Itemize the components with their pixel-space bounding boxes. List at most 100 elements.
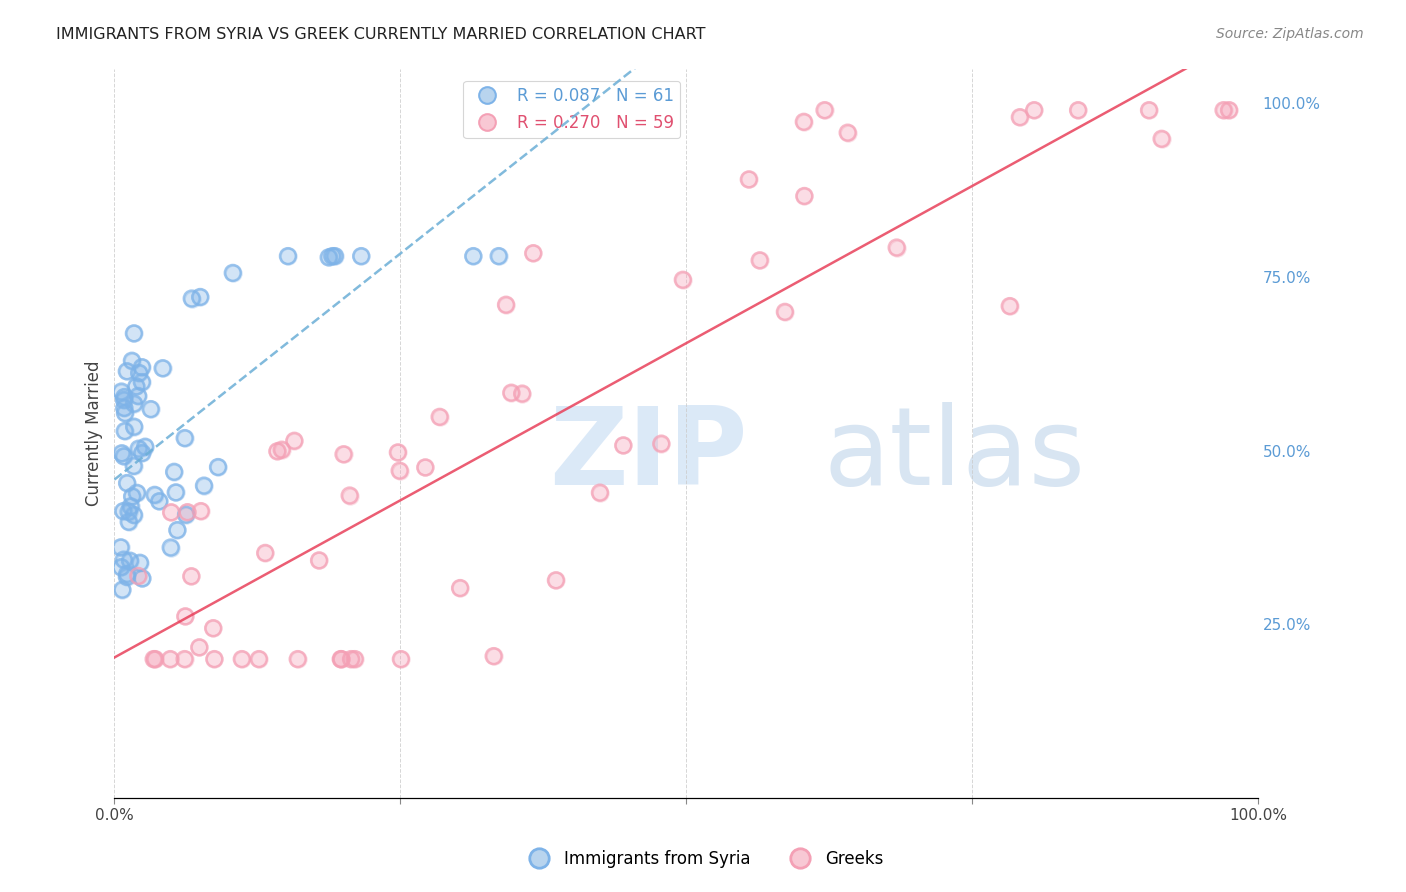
Point [650,436,672,450]
Point [340,652,363,666]
Point [1150,132,1173,146]
Point [111,582,134,597]
Point [1218,103,1240,118]
Point [114,406,136,420]
Point [118,554,141,568]
Point [110,541,132,555]
Point [173,652,195,666]
Point [128,442,150,456]
Text: atlas: atlas [824,402,1085,508]
Point [231,652,253,666]
Point [122,458,145,473]
Point [129,556,152,570]
Point [120,500,142,514]
Point [207,460,229,475]
Point [207,460,229,475]
Point [111,582,134,597]
Point [308,553,330,567]
Point [110,541,132,555]
Point [127,389,149,403]
Point [174,609,197,624]
Point [122,419,145,434]
Point [482,649,505,664]
Point [522,246,544,260]
Point [501,385,523,400]
Point [142,652,165,666]
Point [131,375,153,389]
Point [321,249,343,263]
Point [143,488,166,502]
Point [287,652,309,666]
Point [650,436,672,450]
Point [112,390,135,404]
Point [115,475,138,490]
Point [188,290,211,304]
Point [266,444,288,458]
Point [1067,103,1090,118]
Point [159,652,181,666]
Point [112,392,135,407]
Point [110,560,132,574]
Point [121,353,143,368]
Point [612,438,634,452]
Point [277,249,299,263]
Point [110,384,132,399]
Point [131,446,153,460]
Point [128,442,150,456]
Point [112,392,135,407]
Point [188,640,211,655]
Point [114,424,136,438]
Point [122,419,145,434]
Point [163,465,186,479]
Point [131,360,153,375]
Point [112,552,135,566]
Point [188,290,211,304]
Point [129,556,152,570]
Point [332,447,354,461]
Point [463,249,485,263]
Point [174,508,197,522]
Point [166,523,188,537]
Point [127,389,149,403]
Point [270,442,292,457]
Point [340,652,363,666]
Point [589,485,612,500]
Point [544,574,567,588]
Point [131,572,153,586]
Point [180,292,202,306]
Point [125,379,148,393]
Point [166,523,188,537]
Point [112,401,135,415]
Point [152,361,174,376]
Point [283,434,305,448]
Legend: R = 0.087   N = 61, R = 0.270   N = 59: R = 0.087 N = 61, R = 0.270 N = 59 [464,80,681,138]
Point [501,385,523,400]
Point [449,581,471,595]
Point [343,652,366,666]
Point [482,649,505,664]
Point [125,486,148,500]
Point [998,299,1021,313]
Point [122,508,145,522]
Point [173,431,195,445]
Point [159,541,181,555]
Point [110,560,132,574]
Point [112,504,135,518]
Point [110,446,132,460]
Point [793,115,815,129]
Point [110,384,132,399]
Point [148,494,170,508]
Point [173,652,195,666]
Point [193,478,215,492]
Point [308,553,330,567]
Point [270,442,292,457]
Point [387,445,409,459]
Point [247,652,270,666]
Point [813,103,835,118]
Text: IMMIGRANTS FROM SYRIA VS GREEK CURRENTLY MARRIED CORRELATION CHART: IMMIGRANTS FROM SYRIA VS GREEK CURRENTLY… [56,27,706,42]
Point [1218,103,1240,118]
Point [159,541,181,555]
Point [202,652,225,666]
Point [1024,103,1046,118]
Point [389,652,412,666]
